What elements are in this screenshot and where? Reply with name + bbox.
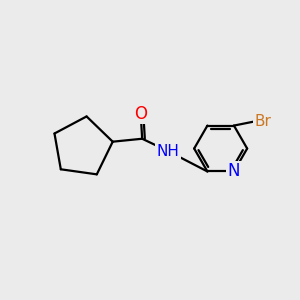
Text: Br: Br bbox=[254, 114, 271, 129]
Text: N: N bbox=[228, 163, 240, 181]
Text: NH: NH bbox=[157, 144, 179, 159]
Text: O: O bbox=[134, 105, 147, 123]
